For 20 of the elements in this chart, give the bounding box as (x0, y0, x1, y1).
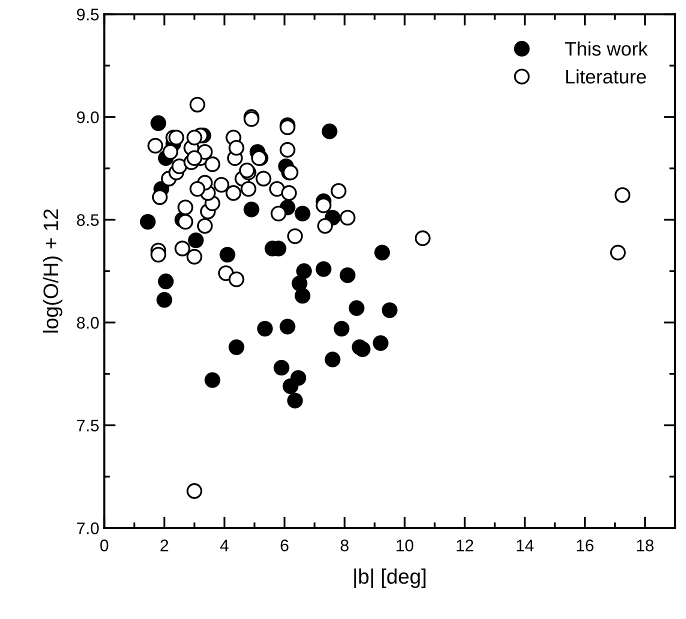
x-tick-label: 10 (396, 540, 414, 552)
legend-label: This work (565, 41, 648, 56)
x-tick-label: 16 (576, 540, 594, 552)
y-tick-label: 7.5 (77, 420, 99, 432)
legend-label: Literature (566, 69, 646, 84)
x-tick-label: 8 (340, 540, 348, 552)
x-tick-label: 6 (280, 540, 288, 552)
x-tick-label: 0 (100, 540, 108, 552)
x-tick-label: 12 (456, 540, 474, 552)
x-tick-label: 18 (636, 540, 654, 552)
x-tick-label: 2 (160, 540, 168, 552)
x-tick-label: 14 (516, 540, 534, 552)
y-tick-label: 8.5 (76, 214, 99, 226)
y-tick-label: 9.0 (77, 111, 99, 124)
y-tick-label: 9.5 (77, 8, 99, 20)
x-axis-title: |b| [deg] (354, 568, 426, 588)
y-tick-label: 7.0 (77, 522, 99, 534)
y-axis-title: log(O/H) + 12 (42, 209, 62, 333)
y-tick-label: 8.0 (76, 316, 99, 329)
x-tick-label: 4 (220, 540, 229, 552)
